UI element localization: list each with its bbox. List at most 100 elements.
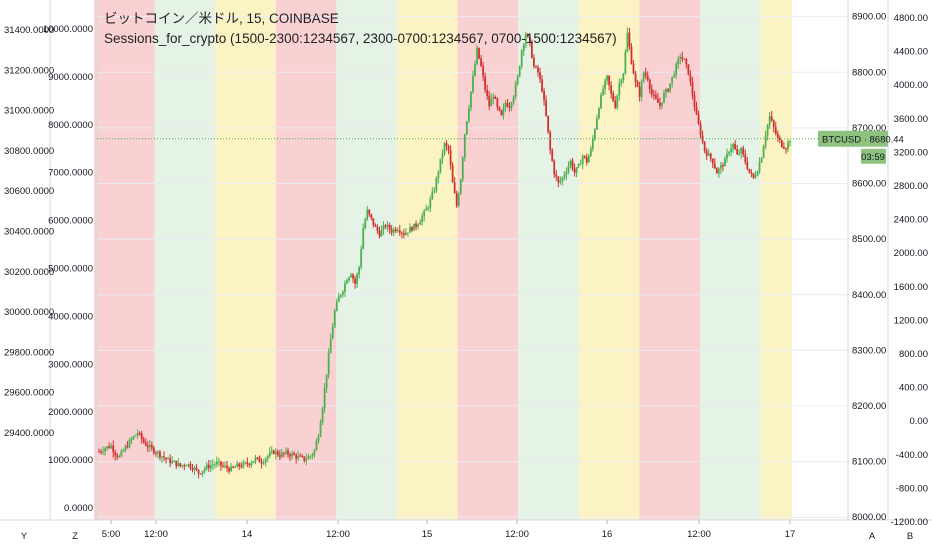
candle-body [311,454,314,457]
candle-body [250,462,253,466]
candle-body [591,138,594,149]
price-tick-label: 8900.00 [852,12,886,23]
candle-body [419,221,422,225]
candle-body [199,473,202,475]
time-tick-label: 5:00 [102,529,121,540]
candle-body [610,85,613,94]
candle-body [652,94,655,96]
candle-body [234,467,237,469]
candle-body [100,451,102,453]
candle-body [683,58,686,60]
candle-body [358,267,361,275]
candle-body [748,168,751,173]
candle-body [201,470,204,474]
axis-z-button[interactable]: Z [72,531,78,542]
candle-body [703,141,706,151]
left-outer-tick-label: 30600.0000 [4,186,54,197]
candle-body [179,463,182,467]
axis-b-button[interactable]: B [907,531,913,542]
price-tick-label: 8200.00 [852,401,886,412]
left-inner-tick-label: 8000.0000 [48,120,93,131]
symbol-title[interactable]: ビットコイン／米ドル, 15, COINBASE [104,11,339,26]
candle-body [110,445,113,449]
candle-body [585,157,588,163]
candle-body [618,83,621,96]
candle-body [130,438,133,441]
candle-body [675,64,678,75]
candle-body [530,41,533,59]
candle-body [669,83,671,92]
candle-body [177,463,180,467]
candle-body [299,455,302,457]
candle-body [778,137,781,141]
indicator-title[interactable]: Sessions_for_crypto (1500-2300:1234567, … [104,31,617,46]
candle-body [268,452,271,457]
axis-y-button[interactable]: Y [21,531,28,542]
left-inner-tick-label: 4000.0000 [48,311,93,322]
candle-body [173,460,176,462]
candle-body [587,155,590,163]
axis-a-button[interactable]: A [869,531,876,542]
candle-body [163,456,165,458]
candle-body [630,46,633,64]
candle-body [246,462,249,464]
candle-body [596,118,598,130]
candle-body [317,436,320,442]
left-inner-tick-label: 6000.0000 [48,216,93,227]
candle-body [770,116,773,121]
candle-body [665,89,667,94]
candle-body [409,227,411,233]
candle-body [634,73,637,83]
candle-body [211,464,214,466]
candle-body [138,433,141,435]
candle-body [766,125,769,136]
candle-body [159,451,161,458]
candle-body [679,56,682,59]
candle-body [376,226,379,231]
candle-body [152,447,155,453]
candle-body [687,64,690,75]
candle-body [730,148,732,153]
chart-header: ビットコイン／米ドル, 15, COINBASE Sessions_for_cr… [104,9,617,49]
candle-body [366,209,369,220]
candle-body [297,455,300,459]
right-outer-tick-label: 800.00 [899,349,928,360]
candle-body [476,47,478,64]
candle-body [356,274,359,284]
candle-body [315,441,318,451]
candle-body [404,232,407,236]
candle-body [484,76,487,90]
candle-body [264,458,267,463]
candle-body [539,72,541,80]
candle-body [417,224,419,227]
candle-body [386,224,389,227]
candle-body [183,465,186,467]
candle-body [254,457,257,462]
candle-body [512,96,515,103]
candle-body [106,446,109,449]
candle-body [677,58,680,65]
candle-body [226,465,228,469]
candle-body [437,171,440,179]
candle-body [699,123,702,136]
candle-body [213,464,216,466]
candle-body [262,462,265,464]
candle-body [709,153,712,159]
candle-body [640,81,643,97]
candle-body [181,465,184,467]
candle-body [659,102,661,106]
candle-body [543,91,545,101]
candle-body [382,225,385,230]
candle-body [620,80,623,84]
candle-body [272,450,275,454]
left-inner-tick-label: 10000.0000 [43,24,93,35]
candle-body [134,435,137,437]
price-tick-label: 8800.00 [852,67,886,78]
candle-body [108,446,111,449]
candle-body [374,225,377,227]
candle-body [303,456,306,461]
price-tag-label: BTCUSD · 8680.44 [822,134,904,145]
candle-body [413,223,415,231]
candle-body [270,450,273,453]
right-outer-tick-label: 2000.00 [894,248,928,259]
